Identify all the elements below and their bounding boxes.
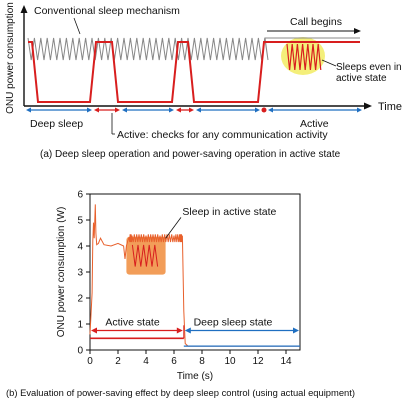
arrowhead	[91, 327, 97, 334]
arrowhead	[357, 107, 362, 113]
x-tick-label: 8	[199, 356, 205, 367]
x-tick-label: 4	[143, 356, 149, 367]
y-tick-label: 5	[77, 216, 83, 227]
y-tick-label: 0	[77, 346, 83, 357]
arrowhead	[255, 107, 260, 113]
panel-a-time-label: Time	[378, 101, 402, 113]
arrowhead	[94, 107, 99, 113]
y-tick-label: 4	[77, 242, 83, 253]
panel-a-y-axis-arrow	[20, 5, 28, 13]
panel-a-ylabel: ONU power consumption	[5, 2, 16, 114]
panel-b-caption: (b) Evaluation of power-saving effect by…	[6, 387, 355, 398]
arrowhead	[184, 327, 191, 334]
sleep-active-box-wave	[131, 244, 159, 267]
arrowhead	[268, 107, 273, 113]
state-arrows	[91, 325, 299, 339]
deep-sleep-power-trace	[28, 41, 360, 103]
sleep-active-pointer	[165, 217, 182, 239]
deep-sleep-state-label: Deep sleep state	[194, 316, 273, 328]
x-tick-label: 2	[115, 356, 121, 367]
active-sleep-zigzag	[286, 43, 322, 71]
x-tick-label: 0	[87, 356, 93, 367]
sleeps-even-label-1: Sleeps even in	[336, 62, 402, 73]
conventional-sleep-label: Conventional sleep mechanism	[34, 5, 180, 17]
active-state-label: Active state	[105, 316, 159, 328]
y-tick-label: 1	[77, 320, 83, 331]
sleeps-even-pointer	[321, 59, 337, 67]
arrowhead	[169, 107, 174, 113]
x-tick-label: 12	[252, 356, 264, 367]
arrowhead	[176, 107, 181, 113]
sleep-active-label: Sleep in active state	[182, 206, 276, 218]
chart-ylabel: ONU power consumption (W)	[56, 207, 67, 338]
arrowhead	[293, 327, 299, 334]
y-ticks: 0 1 2 3 4 5 6	[77, 190, 90, 357]
x-tick-label: 14	[280, 356, 292, 367]
chart-xlabel: Time (s)	[177, 371, 213, 382]
active-label: Active	[300, 118, 329, 130]
call-begins-arrow-head	[354, 28, 361, 34]
panel-a-x-axis-arrow	[364, 102, 372, 110]
deep-sleep-label: Deep sleep	[30, 118, 83, 130]
call-begins-label: Call begins	[290, 16, 342, 28]
panel-a: ONU power consumption Time Conventional …	[5, 2, 402, 160]
conventional-sleep-wave	[27, 37, 360, 61]
y-tick-label: 3	[77, 268, 83, 279]
arrowhead	[122, 107, 127, 113]
x-tick-label: 10	[224, 356, 236, 367]
call-start-marker	[261, 107, 267, 113]
active-checks-label: Active: checks for any communication act…	[117, 129, 328, 141]
arrowhead	[189, 107, 194, 113]
panel-a-caption: (a) Deep sleep operation and power-savin…	[40, 149, 341, 160]
arrowhead	[87, 107, 92, 113]
y-tick-label: 2	[77, 294, 83, 305]
power-trace-series	[89, 204, 300, 347]
sleep-active-box	[126, 236, 166, 275]
x-ticks: 0 2 4 6 8 10 12 14	[87, 350, 292, 367]
arrowhead	[115, 107, 120, 113]
conventional-pointer	[73, 17, 81, 35]
interval-arrows	[26, 107, 362, 113]
sleeps-even-label-2: active state	[336, 73, 387, 84]
arrowhead	[176, 327, 183, 334]
x-tick-label: 6	[171, 356, 177, 367]
y-tick-label: 6	[77, 190, 83, 201]
arrowhead	[26, 107, 31, 113]
arrowhead	[196, 107, 201, 113]
